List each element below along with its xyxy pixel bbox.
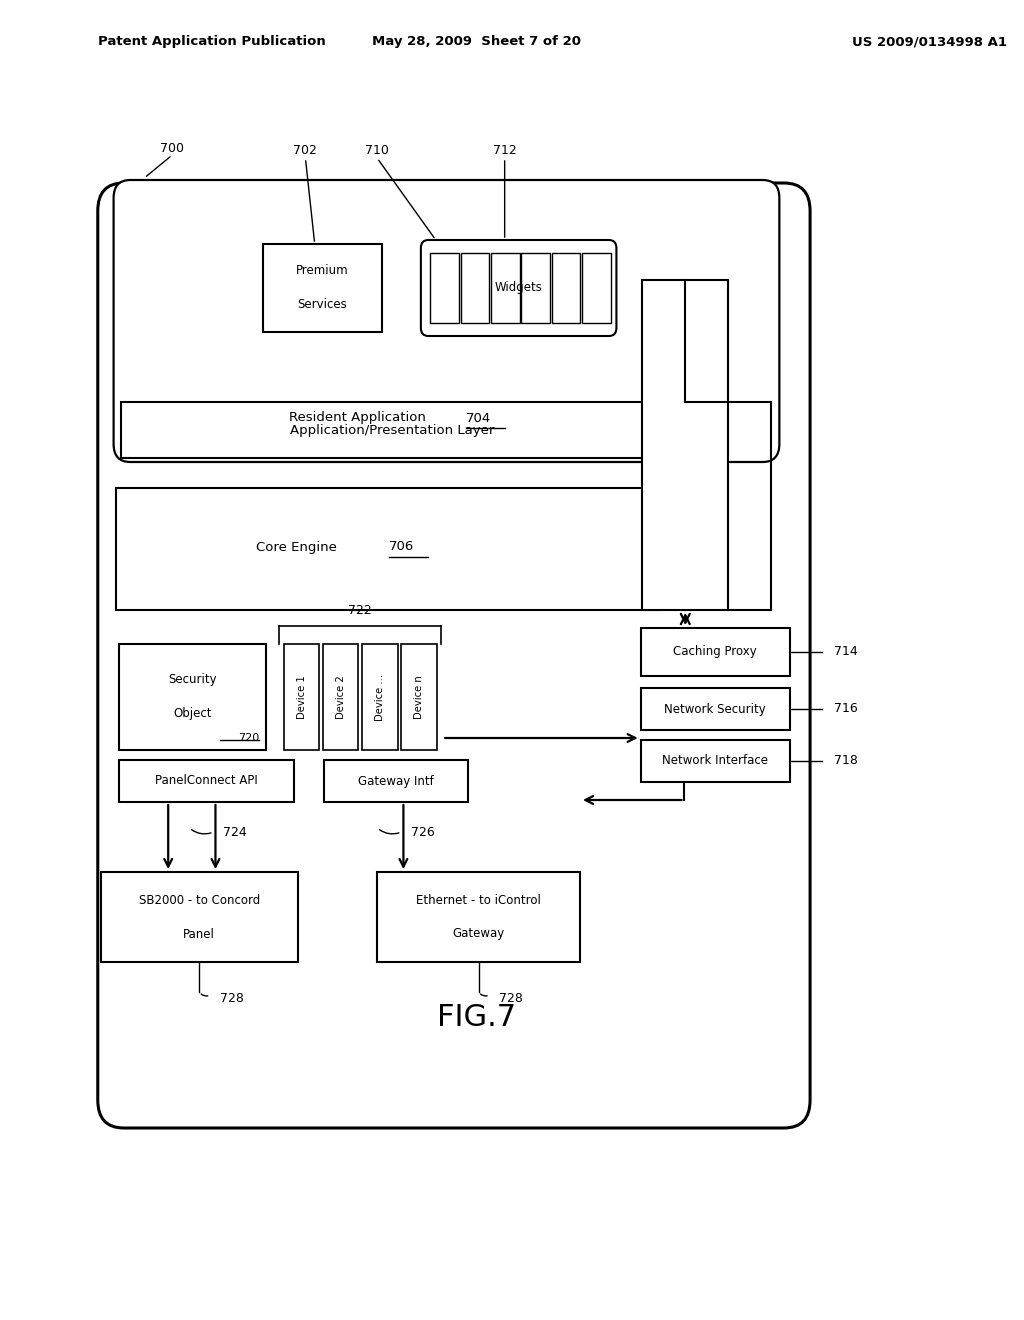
Text: Device ...: Device ... — [375, 673, 385, 721]
Text: Ethernet - to iControl: Ethernet - to iControl — [416, 894, 541, 907]
Bar — [552, 253, 581, 323]
Text: 728: 728 — [220, 991, 244, 1005]
FancyBboxPatch shape — [97, 183, 810, 1129]
Bar — [641, 628, 790, 676]
Bar — [117, 488, 658, 610]
Bar — [284, 644, 319, 750]
Text: Widgets: Widgets — [495, 281, 543, 294]
Text: Panel: Panel — [183, 928, 215, 940]
Bar — [362, 644, 397, 750]
Bar — [492, 253, 519, 323]
Text: 712: 712 — [493, 144, 516, 157]
Text: PanelConnect API: PanelConnect API — [156, 775, 258, 788]
Text: SB2000 - to Concord: SB2000 - to Concord — [138, 894, 260, 907]
Bar — [430, 253, 459, 323]
Text: 700: 700 — [161, 141, 184, 154]
Text: 722: 722 — [348, 605, 372, 618]
FancyBboxPatch shape — [114, 180, 779, 462]
Text: Gateway: Gateway — [453, 928, 505, 940]
Text: Services: Services — [297, 297, 347, 310]
Text: US 2009/0134998 A1: US 2009/0134998 A1 — [852, 36, 1007, 49]
Text: Application/Presentation Layer: Application/Presentation Layer — [290, 424, 495, 437]
Text: 706: 706 — [389, 540, 415, 553]
Bar — [119, 644, 266, 750]
Bar — [377, 873, 580, 962]
FancyBboxPatch shape — [421, 240, 616, 337]
Bar — [521, 253, 550, 323]
Text: May 28, 2009  Sheet 7 of 20: May 28, 2009 Sheet 7 of 20 — [373, 36, 582, 49]
Bar — [119, 760, 294, 803]
Bar — [642, 280, 728, 610]
Text: Caching Proxy: Caching Proxy — [673, 645, 757, 659]
Text: Gateway Intf: Gateway Intf — [358, 775, 434, 788]
Text: 718: 718 — [835, 755, 858, 767]
Text: Device 1: Device 1 — [297, 675, 306, 719]
Text: Network Security: Network Security — [665, 702, 766, 715]
Text: 726: 726 — [411, 825, 434, 838]
Text: Network Interface: Network Interface — [663, 755, 768, 767]
Bar — [461, 253, 489, 323]
Text: Core Engine: Core Engine — [256, 540, 337, 553]
Text: 710: 710 — [366, 144, 389, 157]
Text: 704: 704 — [466, 412, 490, 425]
Text: Resident Application: Resident Application — [289, 412, 426, 425]
Bar — [262, 244, 382, 333]
Bar — [100, 873, 298, 962]
Text: Patent Application Publication: Patent Application Publication — [97, 36, 326, 49]
Text: 720: 720 — [238, 733, 259, 743]
Text: Device n: Device n — [414, 675, 424, 719]
Text: 714: 714 — [835, 645, 858, 659]
Bar — [401, 644, 436, 750]
Text: FIG.7: FIG.7 — [437, 1003, 516, 1032]
Bar — [641, 741, 790, 781]
Text: 724: 724 — [223, 825, 247, 838]
Bar — [583, 253, 611, 323]
Bar — [641, 688, 790, 730]
Text: Premium: Premium — [296, 264, 348, 276]
Text: 702: 702 — [294, 144, 317, 157]
Text: 728: 728 — [499, 991, 523, 1005]
Text: Object: Object — [173, 708, 212, 721]
Bar — [324, 644, 358, 750]
Text: Security: Security — [168, 673, 217, 686]
Text: Device 2: Device 2 — [336, 675, 346, 719]
Bar — [324, 760, 468, 803]
Bar — [121, 403, 663, 458]
Text: 716: 716 — [835, 702, 858, 715]
